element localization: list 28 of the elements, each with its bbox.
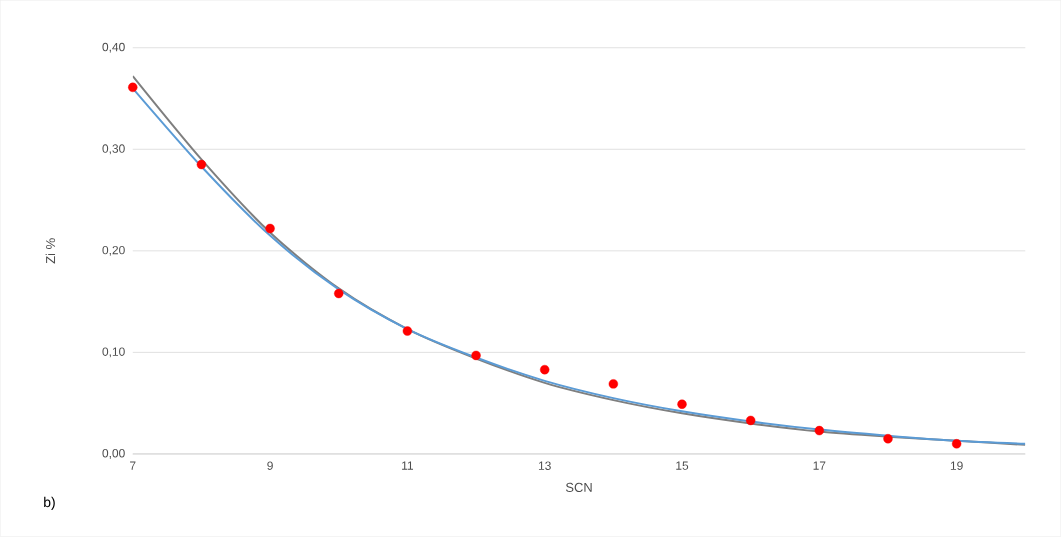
y-tick-label: 0,20 [102,246,125,256]
point [334,288,344,299]
y-tick-label: 0,40 [102,42,125,53]
x-tick-label: 13 [538,461,551,471]
y-tick-label: 0,30 [102,144,125,155]
point [814,426,825,436]
point [951,439,962,449]
point [745,415,756,426]
y-tick-label: 0,10 [102,347,125,358]
point [540,365,550,375]
x-tick-label: 19 [950,461,963,471]
y-axis-title: Zi % [45,238,56,264]
text: b) [44,497,55,511]
point [471,350,481,361]
x-axis-title: SCN [565,482,592,493]
point [265,223,275,234]
x-tick-label: 17 [813,461,826,470]
point [128,82,138,93]
point [677,399,687,410]
y-tick-label: 0,00 [102,449,125,460]
x-tick-label: 15 [676,461,689,470]
x-tick-label: 7 [130,461,136,470]
point [608,379,619,389]
x-tick-label: 9 [267,461,273,471]
x-tick-label: 11 [402,461,414,470]
point [402,326,413,336]
point [196,159,207,170]
point [883,434,893,444]
